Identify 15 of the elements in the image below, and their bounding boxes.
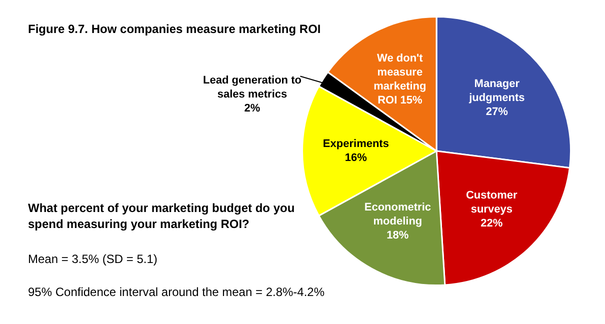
chart-title: Figure 9.7. How companies measure marketing ROI bbox=[28, 22, 321, 36]
data-label: 2% bbox=[244, 102, 260, 114]
data-label: 27% bbox=[486, 106, 508, 118]
text: 95% Confidence interval around the mean = 2.8%-4.2% bbox=[28, 285, 325, 299]
slice-label: Manager judgments bbox=[468, 78, 525, 104]
slice-label: Customer surveys bbox=[466, 190, 518, 216]
data-label: 18% bbox=[386, 230, 409, 242]
data-label: 16% bbox=[344, 152, 368, 164]
slice-label: Lead generation to sales metrics bbox=[203, 74, 302, 100]
slice-label: We don't measure marketing ROI 15% bbox=[374, 52, 426, 106]
slice-label: Experiments bbox=[322, 138, 389, 150]
text: What percent of your marketing budget do you spend measuring your marketing ROI? bbox=[28, 200, 296, 232]
text: Mean = 3.5% (SD = 5.1) bbox=[28, 252, 158, 266]
data-label: 22% bbox=[480, 218, 503, 230]
slice-label: Econometric modeling bbox=[364, 202, 432, 228]
